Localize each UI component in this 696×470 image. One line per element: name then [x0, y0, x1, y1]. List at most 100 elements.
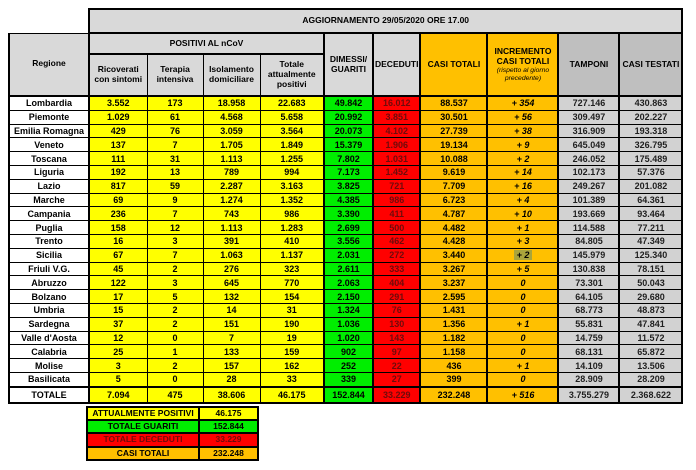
cell-deceduti: 130: [371, 316, 421, 332]
cell-ricoverati: 158: [88, 220, 148, 235]
cell-isolamento: 1.274: [202, 192, 261, 208]
cell-ricoverati: 137: [88, 137, 148, 153]
cell-casi-testati: 47.841: [618, 316, 684, 332]
region-row: Sardegna 37 2 151 190 1.036 130 1.356 + 1 55.831 4…: [8, 316, 684, 332]
cell-terapia-intensiva: 0: [146, 371, 204, 388]
region-row: Umbria 15 2 14 31 1.324 76 1.431 0 68.773 48.873: [8, 302, 684, 318]
cell-incremento: + 9: [486, 137, 559, 153]
cell-casi-testati: 11.572: [618, 330, 684, 346]
region-row: Abruzzo 122 3 645 770 2.063 404 3.237 0 73.301 50.…: [8, 275, 684, 291]
cell-casi-testati: 28.209: [618, 371, 684, 388]
cell-deceduti: 333: [371, 261, 421, 277]
cell-attualmente-positivi: 1.137: [259, 247, 325, 263]
cell-terapia-intensiva: 7: [146, 137, 204, 153]
cell-casi-totali: 19.134: [419, 137, 488, 153]
cell-tamponi: 645.049: [557, 137, 620, 153]
cell-isolamento: 1.113: [202, 220, 261, 235]
cell-casi-testati: 48.873: [618, 302, 684, 318]
cell-tamponi: 55.831: [557, 316, 620, 332]
cell-casi-testati: 64.361: [618, 192, 684, 208]
cell-casi-totali: 3.440: [419, 247, 488, 263]
cell-ricoverati: 3.552: [88, 95, 148, 111]
cell-tamponi: 727.146: [557, 95, 620, 111]
cell-terapia-intensiva: 7: [146, 206, 204, 222]
cell-dimessi-guariti: 49.842: [323, 95, 374, 111]
cell-ricoverati: 1.029: [88, 109, 148, 125]
total-casi-totali: 232.248: [419, 385, 488, 404]
column-header-terapia: Terapia intensiva: [146, 53, 204, 97]
cell-attualmente-positivi: 162: [259, 358, 325, 373]
legend-row: TOTALE DECEDUTI 33.229: [86, 432, 259, 448]
cell-ricoverati: 192: [88, 164, 148, 180]
cell-incremento: + 354: [486, 95, 559, 111]
column-header-casi-totali: CASI TOTALI: [419, 32, 488, 97]
cell-terapia-intensiva: 7: [146, 247, 204, 263]
cell-terapia-intensiva: 9: [146, 192, 204, 208]
legend-value: 232.248: [198, 445, 259, 461]
cell-isolamento: 18.958: [202, 95, 261, 111]
cell-terapia-intensiva: 13: [146, 164, 204, 180]
cell-attualmente-positivi: 410: [259, 233, 325, 249]
totals-row: TOTALE 7.094 475 38.606 46.175 152.844 33.229 2…: [8, 385, 684, 404]
cell-terapia-intensiva: 12: [146, 220, 204, 235]
cell-casi-totali: 1.431: [419, 302, 488, 318]
cell-attualmente-positivi: 1.849: [259, 137, 325, 153]
cell-tamponi: 101.389: [557, 192, 620, 208]
column-header-deceduti: DECEDUTI: [371, 32, 421, 97]
cell-casi-totali: 88.537: [419, 95, 488, 111]
cell-casi-totali: 3.267: [419, 261, 488, 277]
region-row: Molise 3 2 157 162 252 22 436 + 1 14.109 13.506: [8, 358, 684, 373]
legend-label: CASI TOTALI: [86, 445, 200, 461]
cell-terapia-intensiva: 2: [146, 261, 204, 277]
cell-casi-totali: 1.158: [419, 344, 488, 360]
cell-incremento: + 16: [486, 178, 559, 194]
cell-tamponi: 249.267: [557, 178, 620, 194]
cell-incremento: + 1: [486, 220, 559, 235]
region-row: Calabria 25 1 133 159 902 97 1.158 0 68.131 65.872: [8, 344, 684, 360]
incremento-label: INCREMENTO CASI TOTALI: [494, 45, 552, 66]
cell-casi-totali: 4.482: [419, 220, 488, 235]
cell-dimessi-guariti: 20.992: [323, 109, 374, 125]
cell-terapia-intensiva: 2: [146, 358, 204, 373]
total-deceduti: 33.229: [371, 385, 421, 404]
cell-incremento: 0: [486, 289, 559, 304]
cell-region: Sardegna: [8, 316, 90, 332]
group-header-positivi: POSITIVI AL nCoV: [88, 32, 325, 55]
total-terapia-intensiva: 475: [146, 385, 204, 404]
cell-region: Marche: [8, 192, 90, 208]
cell-tamponi: 28.909: [557, 371, 620, 388]
cell-attualmente-positivi: 31: [259, 302, 325, 318]
cell-ricoverati: 12: [88, 330, 148, 346]
region-row: Bolzano 17 5 132 154 2.150 291 2.595 0 64.105 29.6…: [8, 289, 684, 304]
cell-deceduti: 462: [371, 233, 421, 249]
column-header-tamponi: TAMPONI: [557, 32, 620, 97]
cell-attualmente-positivi: 3.163: [259, 178, 325, 194]
cell-incremento: + 1: [486, 316, 559, 332]
highlighted-increment: + 2: [513, 250, 533, 261]
cell-casi-totali: 6.723: [419, 192, 488, 208]
cell-tamponi: 84.805: [557, 233, 620, 249]
cell-dimessi-guariti: 3.390: [323, 206, 374, 222]
cell-deceduti: 3.851: [371, 109, 421, 125]
cell-tamponi: 14.759: [557, 330, 620, 346]
cell-dimessi-guariti: 2.611: [323, 261, 374, 277]
cell-region: Trento: [8, 233, 90, 249]
cell-deceduti: 986: [371, 192, 421, 208]
cell-casi-testati: 57.376: [618, 164, 684, 180]
cell-casi-testati: 326.795: [618, 137, 684, 153]
cell-region: Molise: [8, 358, 90, 373]
region-row: Friuli V.G. 45 2 276 323 2.611 333 3.267 + 5 130.…: [8, 261, 684, 277]
cell-incremento: + 38: [486, 123, 559, 139]
cell-isolamento: 132: [202, 289, 261, 304]
cell-ricoverati: 122: [88, 275, 148, 291]
cell-region: Veneto: [8, 137, 90, 153]
cell-dimessi-guariti: 20.073: [323, 123, 374, 139]
region-row: Toscana 111 31 1.113 1.255 7.802 1.031 10.088 + …: [8, 151, 684, 166]
region-row: Lombardia 3.552 173 18.958 22.683 49.842 16.01…: [8, 95, 684, 111]
cell-ricoverati: 45: [88, 261, 148, 277]
cell-incremento: + 1: [486, 358, 559, 373]
cell-terapia-intensiva: 173: [146, 95, 204, 111]
legend-row: CASI TOTALI 232.248: [86, 445, 259, 461]
region-row: Puglia 158 12 1.113 1.283 2.699 500 4.482 + 1 114…: [8, 220, 684, 235]
cell-terapia-intensiva: 2: [146, 316, 204, 332]
